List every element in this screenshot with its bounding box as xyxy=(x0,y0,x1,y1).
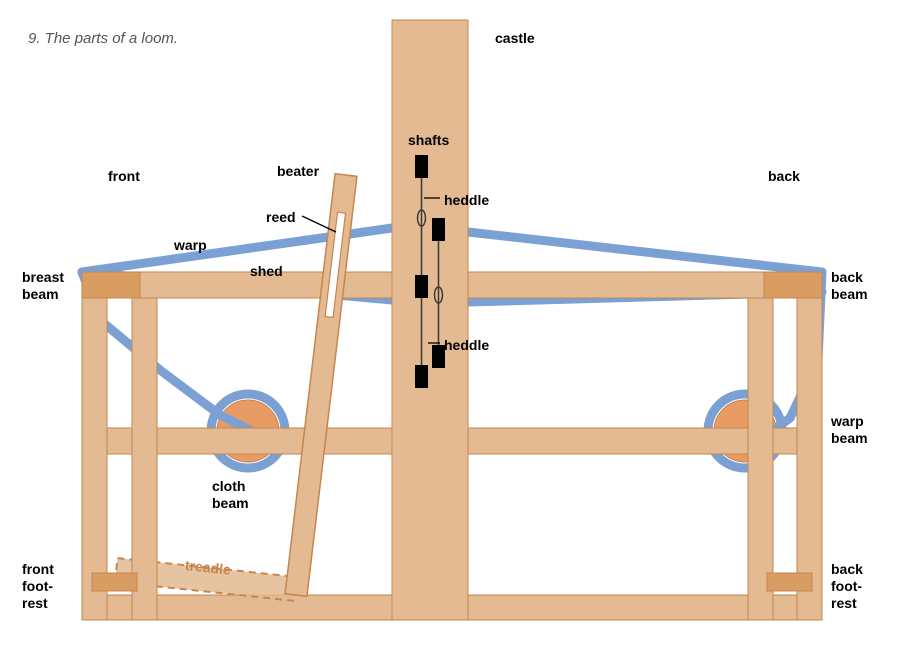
label-front: front xyxy=(108,168,140,185)
caption: 9. The parts of a loom. xyxy=(28,30,178,47)
breast-beam xyxy=(82,272,140,298)
leg-front-inner xyxy=(132,298,157,620)
label-shafts: shafts xyxy=(408,132,449,149)
castle xyxy=(392,20,468,620)
label-ffoot: front foot- rest xyxy=(22,561,54,611)
label-shed: shed xyxy=(250,263,283,280)
label-warp: warp xyxy=(174,237,207,254)
back-beam xyxy=(764,272,822,298)
footrest-front xyxy=(92,573,137,591)
label-cloth: cloth beam xyxy=(212,478,249,512)
label-back: back xyxy=(768,168,800,185)
label-heddle1: heddle xyxy=(444,192,489,209)
label-bfoot: back foot- rest xyxy=(831,561,863,611)
footrest-back xyxy=(767,573,812,591)
leg-front-outer xyxy=(82,272,107,620)
label-beater: beater xyxy=(277,163,319,180)
label-reed: reed xyxy=(266,209,296,226)
leg-back-inner xyxy=(748,298,773,620)
label-warpbeam: warp beam xyxy=(831,413,868,447)
label-backbeam: back beam xyxy=(831,269,868,303)
label-breast: breast beam xyxy=(22,269,64,303)
leg-back-outer xyxy=(797,272,822,620)
label-heddle2: heddle xyxy=(444,337,489,354)
label-castle: castle xyxy=(495,30,535,47)
